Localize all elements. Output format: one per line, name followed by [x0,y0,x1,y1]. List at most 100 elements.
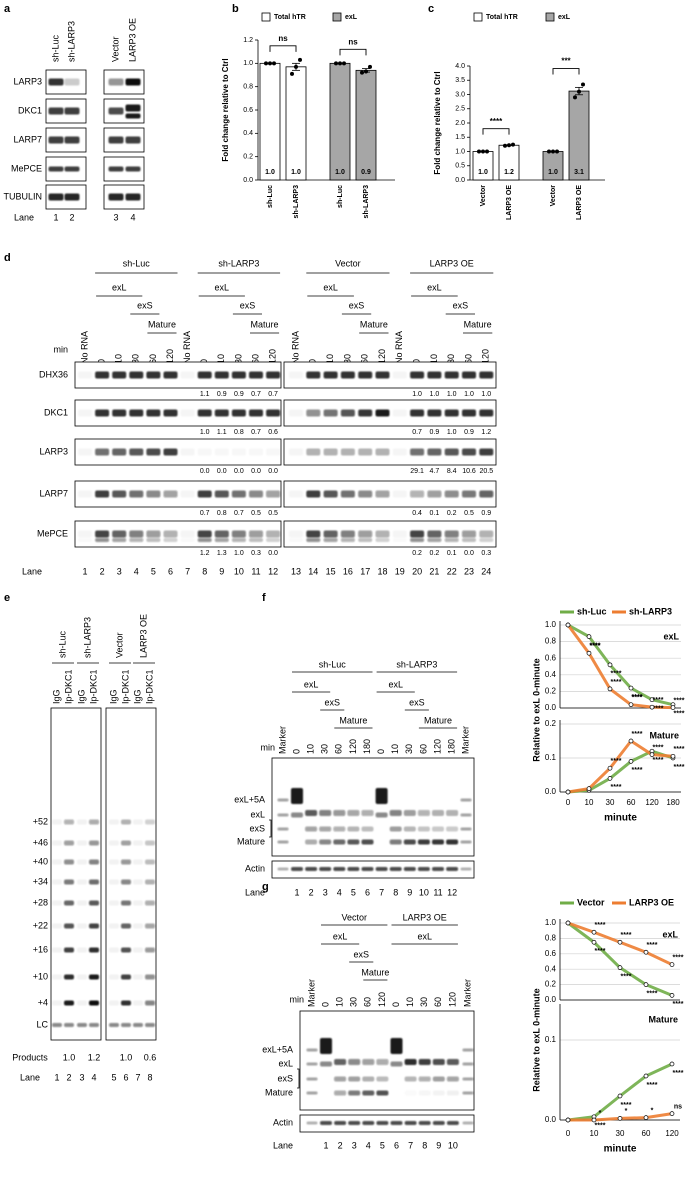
band [231,371,246,379]
band [121,1023,131,1027]
quantification: 1.0 [464,391,474,398]
band [121,947,131,953]
band [121,923,131,929]
legend-swatch [332,12,342,22]
band [432,1121,445,1125]
band [427,530,442,538]
band [109,947,119,953]
stage-label: Mature [361,967,389,977]
significance: **** [595,922,606,929]
legend-swatch [473,12,483,22]
band [89,974,99,980]
significance-bracket [339,48,367,56]
significance: **** [653,757,664,764]
band [417,810,430,816]
band [109,859,119,865]
band [145,1000,155,1006]
row-label: MePCE [37,528,68,538]
band [78,490,92,498]
y-tick-label: 0.0 [545,1115,557,1124]
condition-label: 60 [250,354,260,364]
legend-label: exL [558,14,571,21]
band [432,826,444,832]
data-point [628,738,634,744]
band [444,538,459,542]
band [125,78,141,86]
significance: **** [653,706,664,713]
quantification: 0.8 [217,510,227,517]
x-tick-label: 180 [666,798,680,807]
column-label: LARP3 OE [127,18,137,62]
significance: **** [632,694,643,701]
significance: **** [490,117,503,126]
x-tick-label: 120 [665,1129,679,1138]
band [48,193,64,201]
band [64,900,74,906]
stage-label: exS [137,300,153,310]
band [427,538,442,542]
data-point [485,149,489,154]
row-label: LARP3 [13,76,42,86]
band [78,409,92,417]
band [462,538,476,542]
lane-label: Lane [14,212,34,222]
x-tick-label: 30 [616,1129,625,1138]
band [112,530,127,538]
data-point [607,686,613,692]
condition-label: 10 [114,354,124,364]
band [446,1090,459,1096]
marker-label: Marker [306,979,316,1007]
data-point [565,789,571,795]
marker-label: +28 [33,897,48,907]
band [418,1076,431,1082]
data-point [272,61,276,66]
band [446,810,459,816]
data-point [617,1093,623,1099]
data-point [555,149,559,154]
band [145,840,155,846]
lane-number: 8 [202,566,207,576]
band [145,900,155,906]
band [214,530,229,538]
quantification: 1.0 [412,391,422,398]
band [249,538,263,542]
condition-label: 120 [267,349,277,364]
data-point [617,939,623,945]
quantification: 0.0 [200,468,210,475]
min-label: min [260,742,275,752]
significance: **** [595,948,606,955]
y-tick-label: 1.0 [545,620,557,629]
quantification: 0.0 [251,468,261,475]
lane-number: 1 [294,887,299,897]
band-label: Mature [265,1087,293,1097]
quantification: 0.9 [217,391,227,398]
lane-number: 5 [380,1140,385,1150]
data-point [581,82,585,87]
band [460,813,472,817]
data-point [507,143,511,148]
band [361,867,374,871]
band [306,538,321,542]
band [347,867,360,871]
lane-number: 3 [117,566,122,576]
band [231,409,246,417]
data-point [628,759,634,764]
data-point [264,61,268,66]
quantification: 1.0 [234,550,244,557]
y-tick-label: 0.2 [545,687,557,696]
panel-label: a [4,3,11,15]
time-label: 10 [390,744,400,754]
x-tick-label: sh-Luc [267,185,274,208]
significance: **** [611,758,622,765]
data-point [290,71,294,76]
quantification: 0.9 [234,391,244,398]
lane-number: 5 [151,566,156,576]
lane-number: 10 [419,887,429,897]
lane-number: 16 [343,566,353,576]
time-label: 60 [433,997,443,1007]
band [320,1121,332,1125]
band [319,867,332,871]
band [77,859,87,865]
band [52,900,62,906]
band [333,826,346,832]
